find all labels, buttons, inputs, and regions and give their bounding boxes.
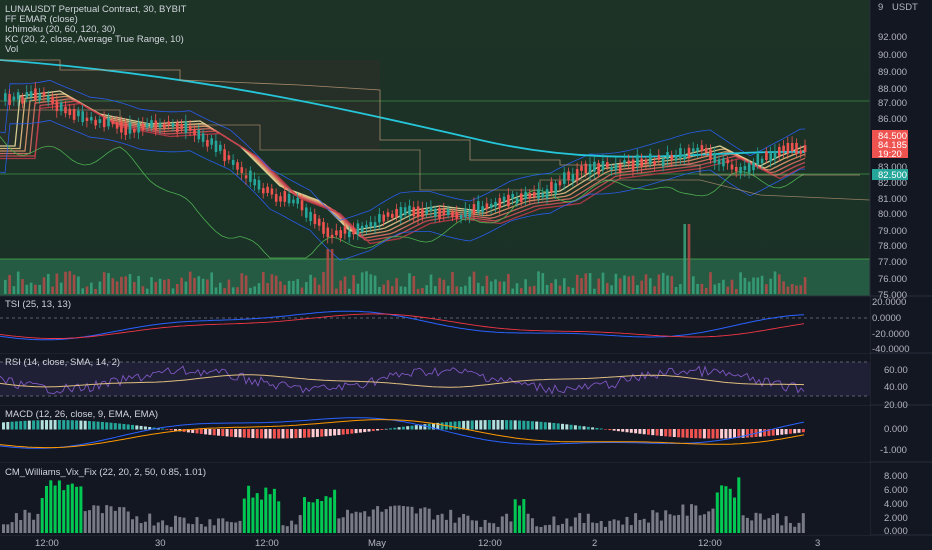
indicator-vol[interactable]: Vol	[5, 44, 18, 55]
macd-tick: 0.000	[884, 424, 908, 435]
tsi-tick: 20.0000	[872, 297, 906, 308]
price-tick: 78.000	[878, 241, 907, 252]
tsi-pane[interactable]	[0, 297, 870, 353]
volume-bars	[4, 224, 807, 294]
main-legend[interactable]: LUNAUSDT Perpetual Contract, 30, BYBIT F…	[5, 4, 187, 55]
indicator-kc[interactable]: KC (20, 2, close, Average True Range, 10…	[5, 34, 184, 45]
time-tick: 12:00	[35, 538, 59, 549]
tsi-label[interactable]: TSI (25, 13, 13)	[5, 299, 71, 310]
vix-tick: 2.000	[884, 513, 908, 524]
time-tick: 30	[155, 538, 166, 549]
currency-label: USDT	[892, 2, 918, 13]
last-price-label: 84.185	[878, 140, 907, 151]
rsi-tick: 20.00	[884, 400, 908, 411]
time-tick: 12:00	[478, 538, 502, 549]
price-tick: 87.000	[878, 98, 907, 109]
time-tick: May	[368, 538, 386, 549]
vix-label[interactable]: CM_Williams_Vix_Fix (22, 20, 2, 50, 0.85…	[5, 467, 206, 478]
price-tick: 86.000	[878, 114, 907, 125]
rsi-label[interactable]: RSI (14, close, SMA, 14, 2)	[5, 357, 120, 368]
vix-tick: 4.000	[884, 499, 908, 510]
level-price-label: 82.500	[878, 170, 907, 181]
price-tick: 81.000	[878, 194, 907, 205]
level-price-box	[872, 169, 908, 180]
price-tick: 92.000	[878, 32, 907, 43]
tsi-tick: 0.0000	[872, 313, 901, 324]
vix-tick: 6.000	[884, 485, 908, 496]
tsi-tick: -20.0000	[872, 329, 910, 340]
rsi-tick: 60.00	[884, 365, 908, 376]
indicator-ichimoku[interactable]: Ichimoku (20, 60, 120, 30)	[5, 24, 115, 35]
price-tick: 89.000	[878, 67, 907, 78]
price-tick: 83.000	[878, 162, 907, 173]
time-tick: 12:00	[255, 538, 279, 549]
price-tick: 76.000	[878, 274, 907, 285]
macd-tick: -1.000	[880, 445, 907, 456]
time-axis[interactable]: 12:00 30 12:00 May 12:00 2 12:00 3	[35, 538, 820, 549]
price-axis[interactable]: 9 USDT 92.000 90.000 89.000 88.000 87.00…	[878, 2, 918, 301]
time-tick: 3	[815, 538, 820, 549]
price-tick: 82.000	[878, 178, 907, 189]
candles	[4, 81, 807, 244]
symbol-title[interactable]: LUNAUSDT Perpetual Contract, 30, BYBIT	[5, 4, 187, 15]
price-tick: 88.000	[878, 84, 907, 95]
rsi-tick: 40.00	[884, 382, 908, 393]
time-tick: 2	[592, 538, 597, 549]
price-tick-top: 9	[878, 2, 883, 13]
pane-axes[interactable]: 20.0000 0.0000 -20.0000 -40.0000 60.00 4…	[872, 297, 910, 537]
tsi-tick: -40.0000	[872, 344, 910, 355]
rsi-pane[interactable]	[0, 354, 870, 405]
price-tick: 79.000	[878, 226, 907, 237]
vix-tick: 0.000	[884, 526, 908, 537]
ask-price-label: 84.500	[878, 131, 907, 142]
price-tick: 77.000	[878, 257, 907, 268]
last-price-box	[872, 130, 908, 158]
price-tick: 75.000	[878, 290, 907, 301]
indicator-ffemar[interactable]: FF EMAR (close)	[5, 14, 78, 25]
price-tick: 90.000	[878, 50, 907, 61]
price-tick: 80.000	[878, 209, 907, 220]
time-tick: 12:00	[698, 538, 722, 549]
countdown-label: 19:20	[878, 149, 902, 160]
vix-tick: 8.000	[884, 471, 908, 482]
macd-label[interactable]: MACD (12, 26, close, 9, EMA, EMA)	[5, 409, 158, 420]
